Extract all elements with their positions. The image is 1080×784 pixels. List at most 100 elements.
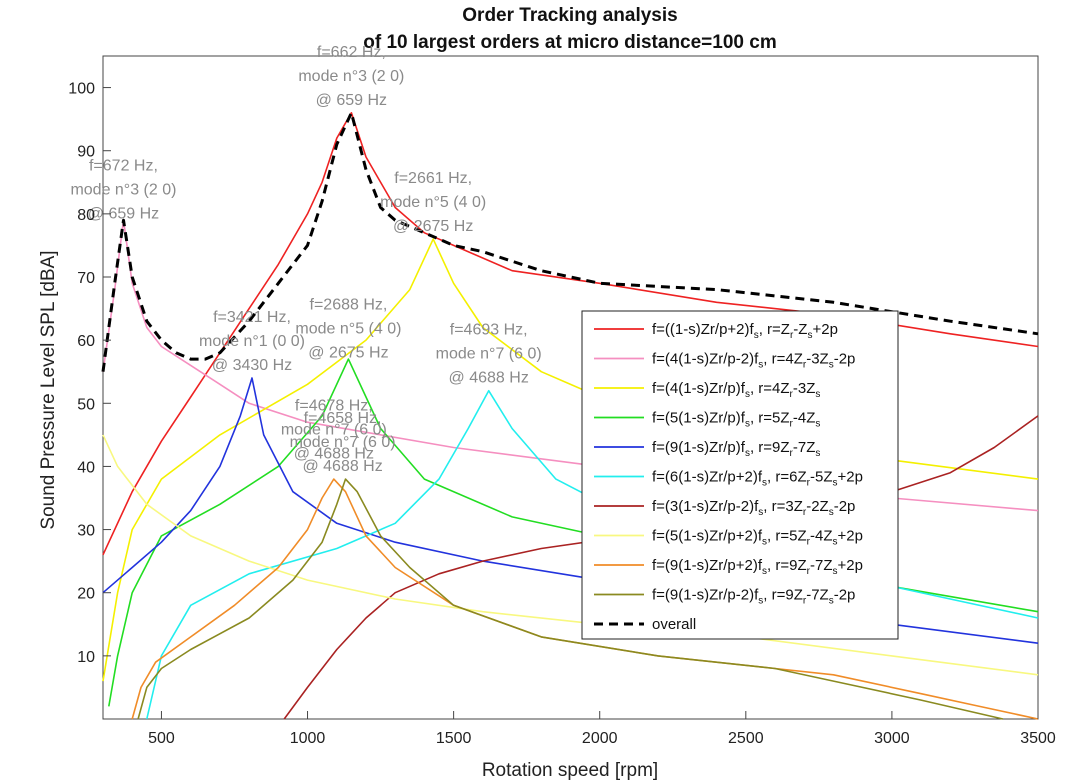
legend: f=((1-s)Zr/p+2)fs, r=Zr-Zs+2pf=(4(1-s)Zr… bbox=[581, 310, 899, 640]
legend-text-part: r bbox=[807, 566, 811, 577]
y-tick-label: 90 bbox=[77, 144, 95, 161]
legend-text-part: s bbox=[815, 389, 820, 400]
legend-text-part: s bbox=[762, 537, 767, 548]
x-tick-label: 1000 bbox=[290, 730, 326, 747]
legend-text-part: s bbox=[832, 478, 837, 489]
series-line-9 bbox=[131, 478, 1039, 720]
peak-annotation-3-line-3: @ 2675 Hz bbox=[393, 218, 473, 235]
legend-text-part: -2p bbox=[834, 587, 856, 604]
legend-text-part: +2p bbox=[812, 321, 837, 338]
peak-annotation-1-line-3: @ 659 Hz bbox=[316, 92, 387, 109]
chart-title: Order Tracking analysis bbox=[462, 5, 677, 26]
legend-text-part: s bbox=[758, 596, 763, 607]
chart-subtitle: of 10 largest orders at micro distance=1… bbox=[363, 32, 776, 53]
legend-text-part: r bbox=[807, 537, 811, 548]
series-line-8 bbox=[102, 434, 1039, 676]
legend-text-part: , r=4Z bbox=[750, 380, 790, 397]
peak-annotation-8-line-2: mode n°7 (6 0) bbox=[290, 434, 396, 451]
series-line-10 bbox=[137, 478, 1004, 720]
y-axis-label: Sound Pressure Level SPL [dBA] bbox=[38, 250, 59, 529]
x-tick-label: 1500 bbox=[436, 730, 472, 747]
legend-text-part: r bbox=[790, 330, 794, 341]
y-tick-label: 40 bbox=[77, 459, 95, 476]
y-tick-label: 30 bbox=[77, 523, 95, 540]
x-tick-label: 2000 bbox=[582, 730, 618, 747]
peak-annotation-8-line-1: f=4658 Hz, bbox=[304, 410, 382, 427]
x-axis-label: Rotation speed [rpm] bbox=[482, 760, 658, 781]
legend-text-part: -4Z bbox=[793, 410, 816, 427]
legend-text-part: , r=Z bbox=[759, 321, 790, 338]
legend-text-part: s bbox=[832, 566, 837, 577]
y-tick-label: 80 bbox=[77, 207, 95, 224]
x-tick-label: 500 bbox=[148, 730, 175, 747]
series-line-7 bbox=[283, 415, 1039, 720]
legend-text-part: r bbox=[803, 596, 807, 607]
legend-text-part: , r=9Z bbox=[750, 439, 790, 456]
legend-text-part: r bbox=[803, 507, 807, 518]
peak-annotation-2-line-2: mode n°3 (2 0) bbox=[70, 181, 176, 198]
peak-annotation-5-line-1: f=2688 Hz, bbox=[310, 296, 388, 313]
legend-text-part: f=(9(1-s)Zr/p)f bbox=[652, 439, 746, 456]
legend-text-part: r bbox=[807, 478, 811, 489]
legend-text-part: s bbox=[832, 537, 837, 548]
y-tick-label: 10 bbox=[77, 649, 95, 666]
y-tick-label: 60 bbox=[77, 333, 95, 350]
legend-label-9: f=(9(1-s)Zr/p+2)fs, r=9Zr-7Zs+2p bbox=[652, 557, 863, 577]
legend-label-7: f=(3(1-s)Zr/p-2)fs, r=3Zr-2Zs-2p bbox=[652, 498, 855, 518]
legend-text-part: s bbox=[745, 419, 750, 430]
legend-text-part: s bbox=[829, 596, 834, 607]
legend-text-part: f=(5(1-s)Zr/p+2)f bbox=[652, 528, 763, 545]
legend-text-part: s bbox=[758, 360, 763, 371]
legend-text-part: +2p bbox=[837, 557, 862, 574]
legend-text-part: , r=5Z bbox=[767, 528, 807, 545]
legend-text-part: s bbox=[815, 448, 820, 459]
y-tick-label: 20 bbox=[77, 586, 95, 603]
legend-text-part: f=(6(1-s)Zr/p+2)f bbox=[652, 469, 763, 486]
y-tick-label: 70 bbox=[77, 270, 95, 287]
legend-text-part: s bbox=[762, 566, 767, 577]
series-line-1 bbox=[102, 112, 1039, 556]
legend-label-6: f=(6(1-s)Zr/p+2)fs, r=6Zr-5Zs+2p bbox=[652, 469, 863, 489]
peak-annotation-6-line-1: f=4693 Hz, bbox=[450, 322, 528, 339]
peak-annotation-3-line-1: f=2661 Hz, bbox=[394, 170, 472, 187]
legend-text-part: -3Z bbox=[806, 351, 829, 368]
legend-label-11: overall bbox=[652, 616, 696, 633]
legend-text-part: s bbox=[762, 478, 767, 489]
peak-annotation-7-line-1: f=4678 Hz, bbox=[295, 397, 373, 414]
legend-text-part: s bbox=[829, 360, 834, 371]
peak-annotation-5-line-2: mode n°5 (4 0) bbox=[295, 320, 401, 337]
legend-text-part: r bbox=[790, 448, 794, 459]
legend-text-part: -7Z bbox=[810, 557, 833, 574]
legend-text-part: -4Z bbox=[810, 528, 833, 545]
legend-text-part: -7Z bbox=[793, 439, 816, 456]
legend-text-part: s bbox=[745, 389, 750, 400]
legend-text-part: r bbox=[790, 389, 794, 400]
legend-text-part: overall bbox=[652, 616, 696, 633]
legend-text-part: -Z bbox=[793, 321, 807, 338]
peak-annotation-1-line-2: mode n°3 (2 0) bbox=[298, 68, 404, 85]
x-tick-label: 3000 bbox=[874, 730, 910, 747]
legend-text-part: r bbox=[790, 419, 794, 430]
peak-annotation-4-line-2: mode n°1 (0 0) bbox=[199, 333, 305, 350]
legend-text-part: -2Z bbox=[806, 498, 829, 515]
peak-annotation-5-line-3: @ 2675 Hz bbox=[308, 344, 388, 361]
x-tick-label: 3500 bbox=[1020, 730, 1056, 747]
peak-annotation-6-line-3: @ 4688 Hz bbox=[449, 370, 529, 387]
y-axis-ticks: 10 20 30 40 50 60 70 80 90 100 bbox=[68, 81, 111, 666]
legend-text-part: , r=5Z bbox=[750, 410, 790, 427]
legend-text-part: -2p bbox=[834, 351, 856, 368]
legend-text-part: f=((1-s)Zr/p+2)f bbox=[652, 321, 755, 338]
legend-label-10: f=(9(1-s)Zr/p-2)fs, r=9Zr-7Zs-2p bbox=[652, 587, 855, 607]
legend-text-part: s bbox=[754, 330, 759, 341]
legend-label-5: f=(9(1-s)Zr/p)fs, r=9Zr-7Zs bbox=[652, 439, 820, 459]
legend-text-part: s bbox=[829, 507, 834, 518]
annotation-layer: f=662 Hz, mode n°3 (2 0) @ 659 Hz f=672 Hz,… bbox=[70, 44, 541, 475]
legend-text-part: f=(9(1-s)Zr/p+2)f bbox=[652, 557, 763, 574]
legend-label-3: f=(4(1-s)Zr/p)fs, r=4Zr-3Zs bbox=[652, 380, 820, 400]
peak-annotation-6-line-2: mode n°7 (6 0) bbox=[436, 346, 542, 363]
legend-items: f=((1-s)Zr/p+2)fs, r=Zr-Zs+2pf=(4(1-s)Zr… bbox=[594, 321, 863, 633]
legend-text-part: -2p bbox=[834, 498, 856, 515]
legend-text-part: f=(4(1-s)Zr/p-2)f bbox=[652, 351, 759, 368]
legend-text-part: , r=9Z bbox=[767, 557, 807, 574]
